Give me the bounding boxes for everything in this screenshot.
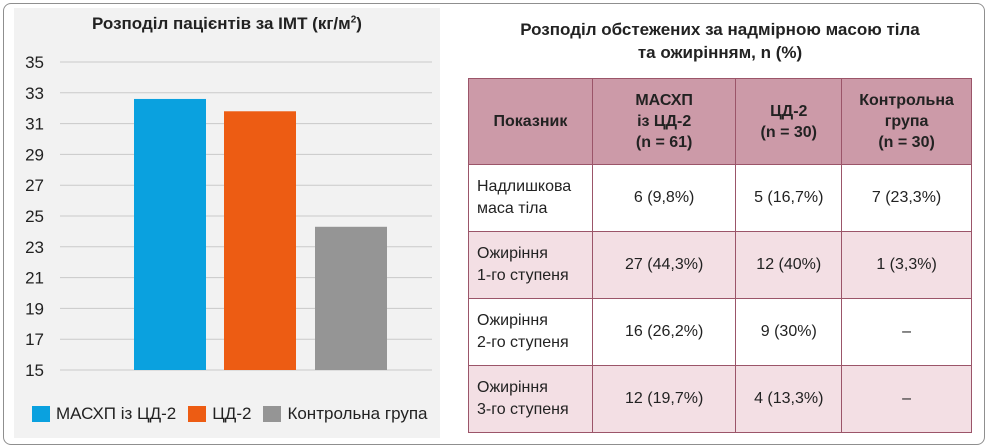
bar-2 <box>224 111 296 370</box>
table-cell: 1 (3,3%) <box>841 231 972 299</box>
header-masld-line1: МАСХП <box>635 92 693 109</box>
header-masld-line3: (n = 61) <box>635 134 693 151</box>
chart-legend: МАСХП із ЦД-2 ЦД-2 Контрольна група <box>32 404 440 424</box>
header-control: Контрольна група (n = 30) <box>841 78 972 165</box>
legend-label-dm2: ЦД-2 <box>212 404 252 423</box>
legend-item-control: Контрольна група <box>263 404 428 424</box>
table-cell: 6 (9,8%) <box>591 164 737 232</box>
table-cell: – <box>841 365 972 433</box>
table-title-line1: Розподіл обстежених за надмірною масою т… <box>520 20 920 39</box>
y-tick-label: 33 <box>25 84 44 103</box>
row-label-line1: Ожиріння <box>477 379 548 396</box>
header-dm2: ЦД-2 (n = 30) <box>735 78 843 165</box>
figure-frame <box>3 3 985 445</box>
row-label: Ожиріння 1-го ступеня <box>468 231 593 299</box>
bar-chart-panel: Розподіл пацієнтів за ІМТ (кг/м2) 15 17 19… <box>14 8 440 438</box>
table-cell: 5 (16,7%) <box>735 164 843 232</box>
y-tick-label: 19 <box>25 299 44 318</box>
table-cell: 9 (30%) <box>735 298 843 366</box>
y-tick-label: 23 <box>25 238 44 257</box>
row-label: Надлишкова маса тіла <box>468 164 593 232</box>
y-tick-label: 29 <box>25 145 44 164</box>
table-cell: 16 (26,2%) <box>591 298 737 366</box>
legend-item-masld: МАСХП із ЦД-2 <box>32 404 176 424</box>
header-masld: МАСХП із ЦД-2 (n = 61) <box>591 78 737 165</box>
table-title: Розподіл обстежених за надмірною масою т… <box>468 18 972 64</box>
table-row: Надлишкова маса тіла 6 (9,8%) 5 (16,7%) … <box>468 164 972 232</box>
y-tick-label: 31 <box>25 115 44 134</box>
row-label-line1: Ожиріння <box>477 312 548 329</box>
table-cell: – <box>841 298 972 366</box>
legend-item-dm2: ЦД-2 <box>188 404 251 424</box>
table-title-line2: та ожирінням, n (%) <box>637 43 803 62</box>
table-cell: 4 (13,3%) <box>735 365 843 433</box>
bar-3 <box>315 226 387 370</box>
table-row: Ожиріння 2-го ступеня 16 (26,2%) 9 (30%)… <box>468 298 972 366</box>
header-masld-line2: із ЦД-2 <box>637 113 692 130</box>
y-tick-label: 21 <box>25 269 44 288</box>
header-indicator-text: Показник <box>493 113 568 130</box>
table-cell: 7 (23,3%) <box>841 164 972 232</box>
distribution-table: Показник МАСХП із ЦД-2 (n = 61) ЦД-2 (n … <box>468 78 972 433</box>
legend-swatch-masld <box>32 406 50 422</box>
y-tick-label: 25 <box>25 207 44 226</box>
row-label: Ожиріння 3-го ступеня <box>468 365 593 433</box>
y-tick-label: 15 <box>25 361 44 380</box>
legend-swatch-control <box>263 406 282 422</box>
y-tick-label: 35 <box>25 53 44 72</box>
legend-label-control: Контрольна група <box>287 404 428 423</box>
header-dm2-line2: (n = 30) <box>760 123 817 141</box>
row-label-line2: 2-го ступеня <box>477 334 569 351</box>
table-cell: 12 (40%) <box>735 231 843 299</box>
header-control-line2: група <box>884 113 929 130</box>
table-cell: 12 (19,7%) <box>591 365 737 433</box>
table-header-row: Показник МАСХП із ЦД-2 (n = 61) ЦД-2 (n … <box>468 78 972 165</box>
header-control-line1: Контрольна <box>859 92 954 109</box>
y-tick-label: 17 <box>25 330 44 349</box>
y-tick-label: 27 <box>25 176 44 195</box>
table-row: Ожиріння 1-го ступеня 27 (44,3%) 12 (40%… <box>468 231 972 299</box>
row-label-line2: маса тіла <box>477 200 548 217</box>
chart-title: Розподіл пацієнтів за ІМТ (кг/м2) <box>92 14 362 33</box>
legend-label-masld: МАСХП із ЦД-2 <box>56 404 177 423</box>
table-row: Ожиріння 3-го ступеня 12 (19,7%) 4 (13,3… <box>468 365 972 433</box>
bar-1 <box>134 98 206 371</box>
row-label-line2: 1-го ступеня <box>477 267 569 284</box>
row-label-line1: Ожиріння <box>477 245 548 262</box>
table-cell: 27 (44,3%) <box>591 231 737 299</box>
row-label: Ожиріння 2-го ступеня <box>468 298 593 366</box>
bar-chart: 15 17 19 21 23 25 27 29 31 33 35 <box>25 53 432 380</box>
row-label-line2: 3-го ступеня <box>477 401 569 418</box>
legend-swatch-dm2 <box>188 406 207 422</box>
row-label-line1: Надлишкова <box>477 178 572 195</box>
header-control-line3: (n = 30) <box>878 134 935 151</box>
header-dm2-line1: ЦД-2 <box>770 102 808 120</box>
header-indicator: Показник <box>468 78 593 165</box>
